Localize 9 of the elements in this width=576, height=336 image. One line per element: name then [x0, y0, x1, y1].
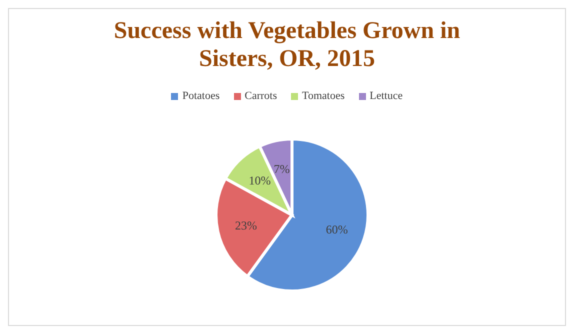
- chart-title: Success with Vegetables Grown in Sisters, OR, 2015: [112, 17, 462, 73]
- data-label: 60%: [326, 222, 348, 237]
- data-label: 10%: [248, 174, 271, 188]
- legend-label: Lettuce: [368, 90, 403, 102]
- data-label: 7%: [274, 162, 290, 176]
- legend-label: Tomatoes: [301, 90, 345, 102]
- legend-label: Carrots: [244, 90, 278, 102]
- data-label: 23%: [235, 218, 258, 232]
- legend-label: Potatoes: [181, 90, 220, 102]
